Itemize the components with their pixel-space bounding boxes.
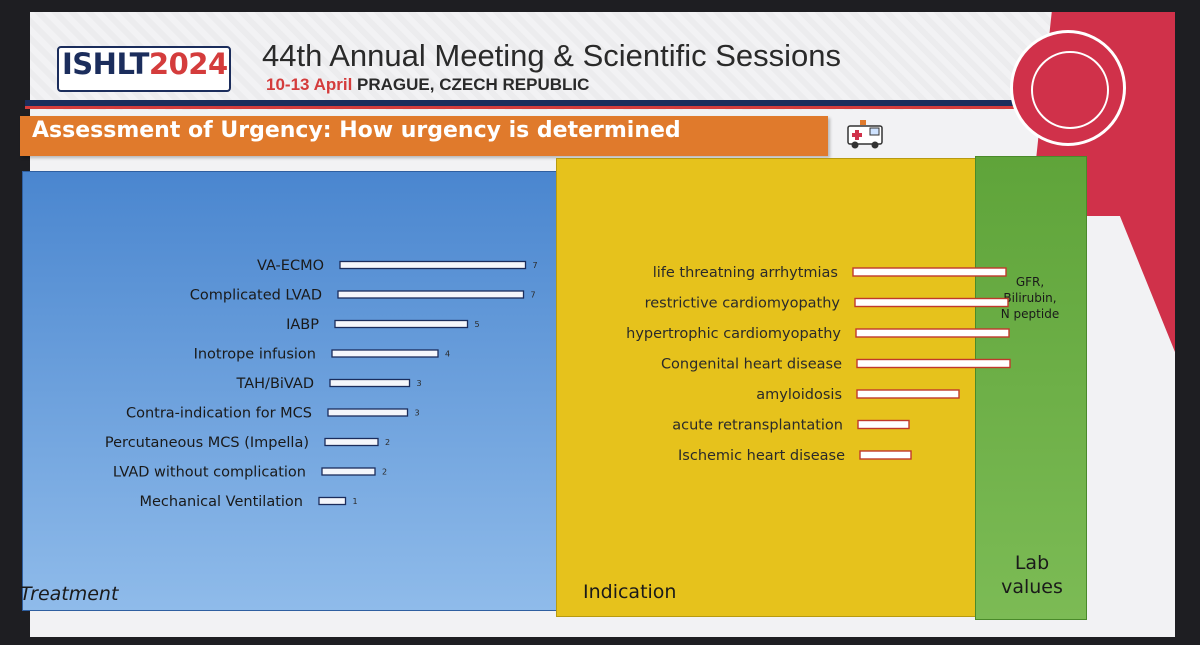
heart-lung-icon — [1031, 51, 1109, 129]
treatment-category-label: IABP — [286, 317, 319, 333]
treatment-data-label: 7 — [531, 291, 536, 300]
treatment-bar — [327, 408, 409, 417]
treatment-data-label: 3 — [417, 379, 422, 388]
logo-prefix: ISHLT — [62, 47, 149, 81]
treatment-category-label: Contra-indication for MCS — [126, 406, 312, 422]
treatment-bar — [318, 496, 347, 506]
indication-panel — [556, 158, 976, 617]
ambulance-icon — [847, 120, 883, 149]
indication-category-label: amyloidosis — [756, 387, 842, 403]
title-bar — [20, 116, 828, 156]
lab-values-list: GFR, Bilirubin, N peptide — [984, 274, 1076, 322]
treatment-bar — [329, 378, 411, 388]
indication-bar — [855, 328, 1010, 338]
indication-category-label: Ischemic heart disease — [678, 448, 845, 464]
lab-values-panel — [975, 156, 1087, 620]
indication-label: Indication — [583, 581, 677, 603]
treatment-data-label: 5 — [475, 320, 480, 329]
header-stripe-navy — [25, 100, 1025, 106]
treatment-category-label: VA-ECMO — [257, 258, 324, 274]
treatment-bar — [334, 319, 469, 329]
lab-values-label: Lab values — [1001, 552, 1063, 598]
society-seal-icon — [1010, 30, 1126, 146]
treatment-data-label: 1 — [353, 497, 358, 506]
slide-title: Assessment of Urgency: How urgency is de… — [32, 118, 681, 143]
indication-bar — [854, 297, 1009, 308]
indication-bar — [857, 419, 910, 430]
treatment-category-label: Mechanical Ventilation — [139, 494, 303, 510]
logo-text: ISHLT2024 — [62, 47, 228, 81]
treatment-bar — [331, 349, 439, 358]
indication-category-label: restrictive cardiomyopathy — [645, 296, 841, 312]
treatment-category-label: Inotrope infusion — [194, 347, 316, 363]
logo-year: 2024 — [148, 47, 228, 81]
treatment-bar — [324, 437, 379, 447]
indication-category-label: hypertrophic cardiomyopathy — [626, 326, 841, 342]
treatment-bar — [321, 467, 376, 476]
treatment-data-label: 4 — [445, 350, 450, 359]
location-text: PRAGUE, CZECH REPUBLIC — [357, 75, 590, 94]
treatment-label: Treatment — [20, 583, 119, 605]
treatment-category-label: Complicated LVAD — [190, 288, 322, 304]
ishlt-logo — [57, 46, 231, 92]
indication-bar — [856, 389, 960, 399]
header-stripe-red — [25, 106, 1025, 109]
treatment-data-label: 3 — [415, 409, 420, 418]
indication-category-label: acute retransplantation — [672, 418, 843, 434]
meeting-dates: 10-13 April PRAGUE, CZECH REPUBLIC — [266, 75, 589, 95]
treatment-data-label: 2 — [385, 438, 390, 447]
treatment-data-label: 2 — [382, 468, 387, 477]
indication-bar — [859, 450, 912, 460]
lab-item-bilirubin: Bilirubin, — [1003, 291, 1057, 305]
indication-bar — [852, 267, 1007, 277]
treatment-category-label: Percutaneous MCS (Impella) — [105, 435, 309, 451]
treatment-bar — [339, 260, 527, 270]
treatment-category-label: TAH/BiVAD — [236, 376, 315, 392]
treatment-bar — [337, 290, 525, 299]
treatment-category-label: LVAD without complication — [113, 465, 306, 481]
indication-category-label: Congenital heart disease — [661, 357, 842, 373]
lab-item-gfr: GFR, — [1015, 275, 1045, 289]
meeting-title: 44th Annual Meeting & Scientific Session… — [262, 38, 842, 73]
indication-bar — [856, 358, 1011, 369]
indication-category-label: life threatning arrhytmias — [653, 265, 838, 281]
dates-text: 10-13 April — [266, 75, 353, 94]
treatment-data-label: 7 — [533, 261, 538, 270]
lab-item-n-peptide: N peptide — [1000, 307, 1060, 321]
